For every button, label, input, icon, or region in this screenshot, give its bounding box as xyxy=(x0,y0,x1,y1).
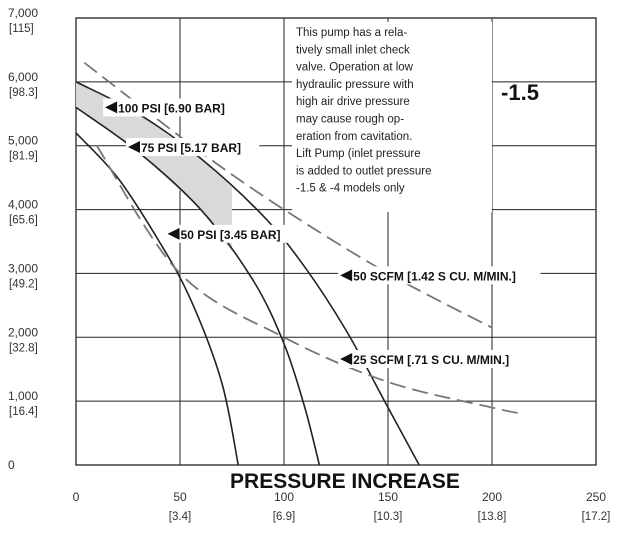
series-label-bg xyxy=(126,137,260,156)
x-tick-sublabel: [3.4] xyxy=(169,511,191,523)
series-label-4: 25 SCFM [.71 S CU. M/MIN.] xyxy=(338,349,534,368)
x-tick-label: 150 xyxy=(378,490,398,504)
note-line: eration from cavitation. xyxy=(296,131,412,143)
series-line-4 xyxy=(96,145,524,415)
note-line: This pump has a rela- xyxy=(296,27,407,39)
y-tick-label: 2,000 xyxy=(8,325,38,339)
shaded-band-layer xyxy=(76,81,232,252)
series-label-text: 50 SCFM [1.42 S CU. M/MIN.] xyxy=(353,269,516,283)
tick-layer: 0 50 [3.4] 100 [6.9] 150 [10.3] 200 [13.8] 250 [17… xyxy=(8,6,610,523)
plot-frame xyxy=(75,17,597,466)
note-bg xyxy=(292,22,492,212)
y-tick-label: 1,000 xyxy=(8,389,38,403)
series-label-bg xyxy=(103,98,244,117)
series-label-arrow xyxy=(105,101,118,114)
x-tick-sublabel: [10.3] xyxy=(374,511,403,523)
shaded-band xyxy=(76,81,232,252)
x-tick-label: 100 xyxy=(274,490,294,504)
series-label-text: 50 PSI [3.45 BAR] xyxy=(181,228,281,242)
series-line-3 xyxy=(83,61,493,329)
y-tick-sublabel: [32.8] xyxy=(9,342,38,354)
note-line: hydraulic pressure with xyxy=(296,79,414,91)
series-label-arrow xyxy=(167,227,180,240)
y-tick-label: 4,000 xyxy=(8,198,38,212)
y-tick-sublabel: [81.9] xyxy=(9,151,38,163)
x-axis-title: PRESSURE INCREASE xyxy=(230,470,460,493)
x-tick-label: 0 xyxy=(73,490,80,504)
x-tick-label: 200 xyxy=(482,490,502,504)
x-tick-sublabel: [17.2] xyxy=(582,511,611,523)
model-label: -1.5 xyxy=(501,80,539,105)
y-tick-label: 0 xyxy=(8,458,15,472)
series-label-2: 50 PSI [3.45 BAR] xyxy=(165,224,299,243)
y-tick-label: 7,000 xyxy=(8,6,38,20)
series-label-1: 75 PSI [5.17 BAR] xyxy=(126,137,260,156)
note-line: is added to outlet pressure xyxy=(296,165,432,177)
series-label-bg xyxy=(338,349,534,368)
series-label-arrow xyxy=(340,269,353,282)
series-label-layer: 100 PSI [6.90 BAR] 75 PSI [5.17 BAR] 50 PS… xyxy=(103,98,541,368)
y-tick-sublabel: [49.2] xyxy=(9,278,38,290)
note-line: valve. Operation at low xyxy=(296,62,414,74)
series-label-bg xyxy=(338,266,541,285)
y-tick-label: 5,000 xyxy=(8,134,38,148)
series-label-arrow xyxy=(128,140,140,153)
x-tick-sublabel: [13.8] xyxy=(478,511,507,523)
note-line: Lift Pump (inlet pressure xyxy=(296,148,421,160)
y-tick-sublabel: [98.3] xyxy=(9,87,38,99)
series-label-bg xyxy=(165,224,299,243)
y-tick-label: 6,000 xyxy=(8,70,38,84)
x-tick-label: 50 xyxy=(173,490,187,504)
note-line: high air drive pressure xyxy=(296,96,410,108)
y-tick-sublabel: [115] xyxy=(9,23,34,35)
series-label-text: 100 PSI [6.90 BAR] xyxy=(118,101,225,115)
note-line: tively small inlet check xyxy=(296,44,410,56)
note-layer: This pump has a rela-tively small inlet … xyxy=(292,22,492,212)
series-line-2 xyxy=(75,132,240,466)
series-label-text: 75 PSI [5.17 BAR] xyxy=(141,141,241,155)
note-line: may cause rough op- xyxy=(296,114,404,126)
x-tick-sublabel: [6.9] xyxy=(273,511,295,523)
series-label-arrow xyxy=(340,352,353,365)
y-tick-label: 3,000 xyxy=(8,261,38,275)
note-line: -1.5 & -4 models only xyxy=(296,183,405,195)
y-tick-sublabel: [65.6] xyxy=(9,215,38,227)
y-tick-sublabel: [16.4] xyxy=(9,406,38,418)
series-label-0: 100 PSI [6.90 BAR] xyxy=(103,98,244,117)
x-tick-label: 250 xyxy=(586,490,606,504)
series-label-3: 50 SCFM [1.42 S CU. M/MIN.] xyxy=(338,266,541,285)
series-label-text: 25 SCFM [.71 S CU. M/MIN.] xyxy=(353,353,509,367)
